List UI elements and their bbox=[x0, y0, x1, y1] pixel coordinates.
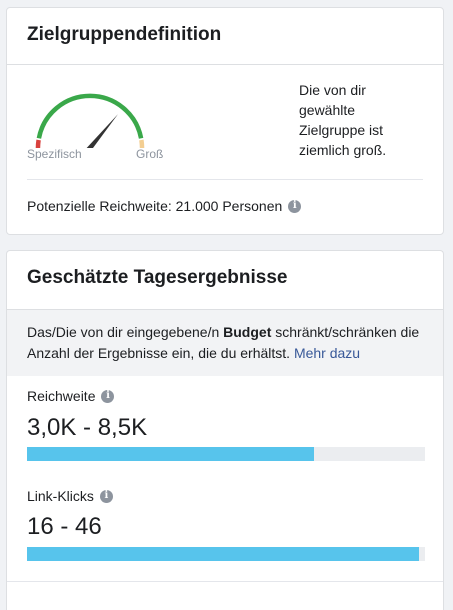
link-clicks-label-text: Link-Klicks bbox=[27, 488, 94, 504]
reach-progress-bar bbox=[27, 447, 425, 461]
card-divider bbox=[7, 64, 443, 65]
bottom-divider bbox=[7, 581, 443, 582]
reach-metric-value: 3,0K - 8,5K bbox=[27, 414, 148, 441]
audience-size-description: Die von dir gewählte Zielgruppe ist ziem… bbox=[299, 82, 387, 158]
link-clicks-metric-value: 16 - 46 bbox=[27, 513, 102, 540]
estimated-daily-results-card: Geschätzte Tagesergebnisse Das/Die von d… bbox=[6, 250, 444, 610]
audience-card-title: Zielgruppendefinition bbox=[27, 24, 222, 45]
info-icon[interactable]: i bbox=[99, 489, 113, 503]
info-icon[interactable]: i bbox=[101, 389, 115, 403]
gauge-icon bbox=[35, 93, 145, 167]
link-clicks-metric-label: Link-Klicks i bbox=[27, 488, 113, 504]
link-clicks-progress-bar bbox=[27, 547, 425, 561]
inner-divider bbox=[27, 179, 423, 180]
gauge-label-broad: Groß bbox=[136, 147, 164, 161]
gauge-needle bbox=[81, 114, 118, 158]
audience-definition-card: Zielgruppendefinition Spezifisch Groß Di… bbox=[6, 7, 444, 235]
link-clicks-progress-fill bbox=[27, 547, 420, 561]
learn-more-link[interactable]: Mehr dazu bbox=[293, 345, 361, 361]
potential-reach: Potenzielle Reichweite: 21.000 Personen … bbox=[27, 198, 302, 214]
reach-metric-label: Reichweite i bbox=[27, 388, 115, 404]
reach-progress-fill bbox=[27, 447, 314, 461]
results-card-title: Geschätzte Tagesergebnisse bbox=[27, 267, 288, 288]
audience-size-gauge bbox=[25, 78, 155, 168]
potential-reach-text: Potenzielle Reichweite: 21.000 Personen bbox=[27, 198, 283, 214]
info-icon[interactable]: i bbox=[288, 199, 302, 213]
gauge-arc-mid bbox=[36, 93, 144, 139]
notice-text-before: Das/Die von dir eingegebene/n bbox=[27, 324, 224, 340]
budget-notice-text: Das/Die von dir eingegebene/n Budget sch… bbox=[27, 322, 427, 364]
notice-text-after: schränkt/schränken die Anzahl der Ergebn… bbox=[27, 324, 420, 361]
reach-label-text: Reichweite bbox=[27, 388, 96, 404]
gauge-label-specific: Spezifisch bbox=[27, 147, 82, 161]
budget-notice: Das/Die von dir eingegebene/n Budget sch… bbox=[7, 309, 443, 376]
notice-bold-budget: Budget bbox=[223, 324, 272, 340]
